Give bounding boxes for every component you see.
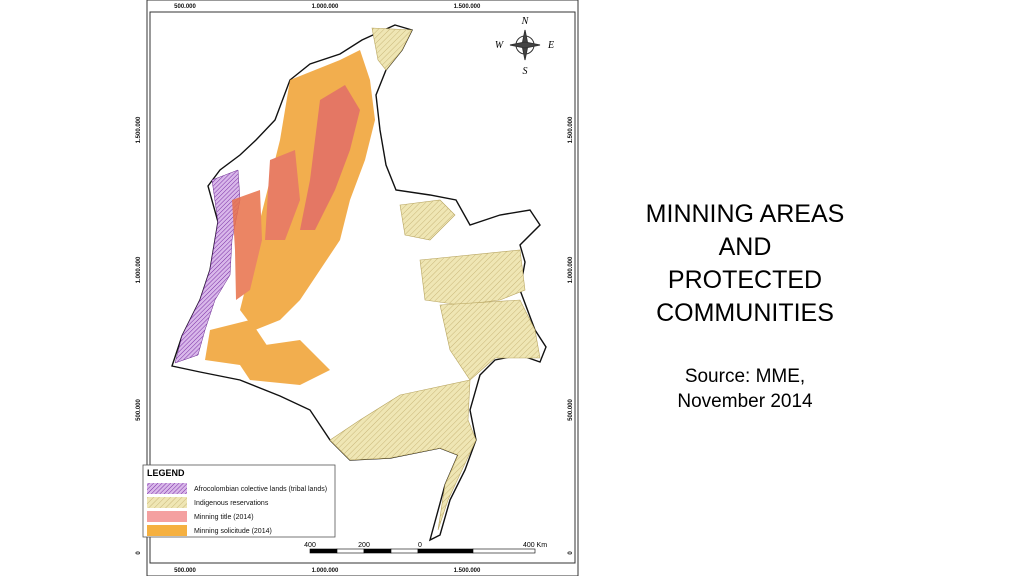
map-shape [417, 548, 474, 554]
map-shape [390, 548, 419, 554]
map-shape [232, 190, 262, 300]
legend-swatch [147, 525, 187, 536]
scale-label: 400 [304, 542, 316, 549]
scale-label: 400 Km [523, 542, 547, 549]
map-shape [399, 199, 456, 241]
legend-title: LEGEND [147, 468, 185, 478]
map-shape [371, 27, 413, 71]
slide-title: AND [719, 233, 772, 261]
map-shape [300, 85, 360, 230]
grid-label: 500.000 [568, 399, 574, 421]
legend-item: Afrocolombian colective lands (tribal la… [194, 486, 327, 493]
map-shape [472, 548, 536, 554]
grid-label: 1.000.000 [568, 256, 574, 283]
compass [509, 29, 541, 61]
slide-title: PROTECTED [668, 266, 822, 294]
map-shape [336, 548, 365, 554]
map-shape [439, 299, 541, 381]
legend-swatch [147, 497, 187, 508]
scale-bar [309, 548, 536, 554]
grid-label: 500.000 [174, 568, 196, 574]
grid-label: 1.000.000 [312, 4, 339, 10]
grid-label: 1.500.000 [568, 116, 574, 143]
grid-label: 1.500.000 [136, 116, 142, 143]
grid-label: 0 [568, 551, 574, 555]
scale-label: 200 [358, 542, 370, 549]
map-shape [329, 379, 477, 531]
legend-item: Minning title (2014) [194, 514, 254, 521]
legend-item: Indigenous reservations [194, 500, 269, 507]
slide-title: MINNING AREAS [646, 200, 845, 228]
map-shape [419, 249, 526, 306]
compass-letter: S [523, 66, 528, 77]
grid-label: 500.000 [174, 4, 196, 10]
legend-item: Minning solicitude (2014) [194, 528, 272, 535]
slide-title: COMMUNITIES [656, 299, 834, 327]
map-shape [363, 548, 392, 554]
source-note: November 2014 [677, 391, 813, 412]
indigenous-reservations [329, 27, 541, 531]
compass-letter: E [547, 40, 554, 51]
compass-letter: W [495, 40, 505, 51]
legend-swatch [147, 483, 187, 494]
compass-letter: N [521, 16, 530, 27]
map-shape [509, 41, 541, 49]
grid-label: 1.500.000 [454, 568, 481, 574]
source-note: Source: MME, [685, 366, 805, 387]
legend-swatch [147, 511, 187, 522]
grid-label: 0 [136, 551, 142, 555]
grid-label: 1.500.000 [454, 4, 481, 10]
grid-label: 1.000.000 [136, 256, 142, 283]
map-shape [230, 340, 330, 385]
map-shape [309, 548, 338, 554]
map-shape [265, 150, 300, 240]
grid-label: 500.000 [136, 399, 142, 421]
scale-label: 0 [418, 542, 422, 549]
grid-label: 1.000.000 [312, 568, 339, 574]
mining-areas [205, 50, 375, 385]
